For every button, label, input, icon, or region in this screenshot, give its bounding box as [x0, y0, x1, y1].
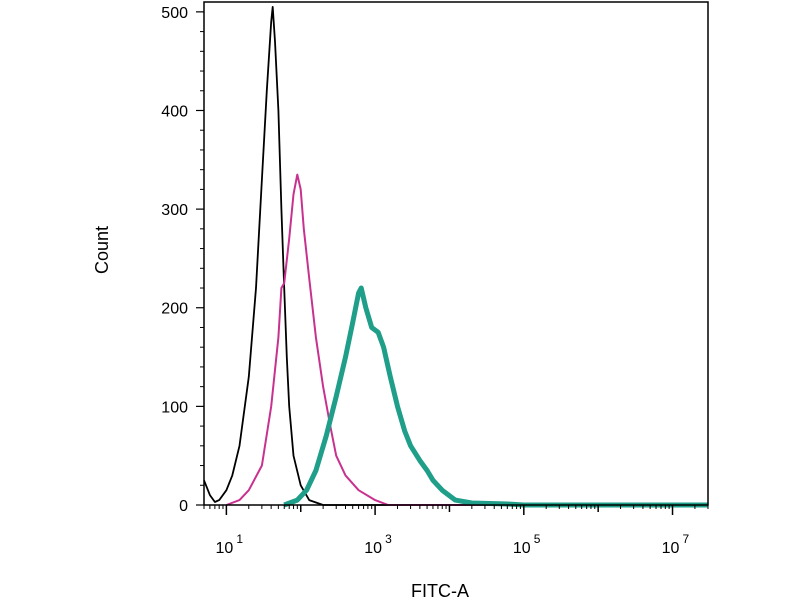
y-tick-label: 100 — [161, 399, 188, 416]
x-tick-exponent: 3 — [385, 532, 392, 546]
x-tick-exponent: 7 — [683, 532, 690, 546]
x-tick-label: 10 — [215, 540, 233, 557]
histogram-series-3 — [283, 285, 708, 508]
y-tick-label: 200 — [161, 301, 188, 318]
y-tick-label: 300 — [161, 202, 188, 219]
x-tick-label: 10 — [662, 540, 680, 557]
x-axis-title: FITC-A — [411, 581, 469, 600]
x-tick-exponent: 1 — [236, 532, 243, 546]
x-tick-label: 10 — [364, 540, 382, 557]
plot-series-group — [203, 6, 708, 508]
x-tick-label: 10 — [513, 540, 531, 557]
y-tick-label: 400 — [161, 103, 188, 120]
histogram-series-2 — [226, 173, 708, 506]
plot-frame — [203, 1, 709, 506]
y-tick-label: 0 — [179, 498, 188, 515]
y-axis: 0 100 200 300 400 500 — [161, 5, 204, 515]
y-tick-label: 500 — [161, 5, 188, 22]
x-tick-exponent: 5 — [534, 532, 541, 546]
y-axis-title: Count — [92, 226, 112, 274]
histogram-series-1 — [203, 6, 708, 506]
